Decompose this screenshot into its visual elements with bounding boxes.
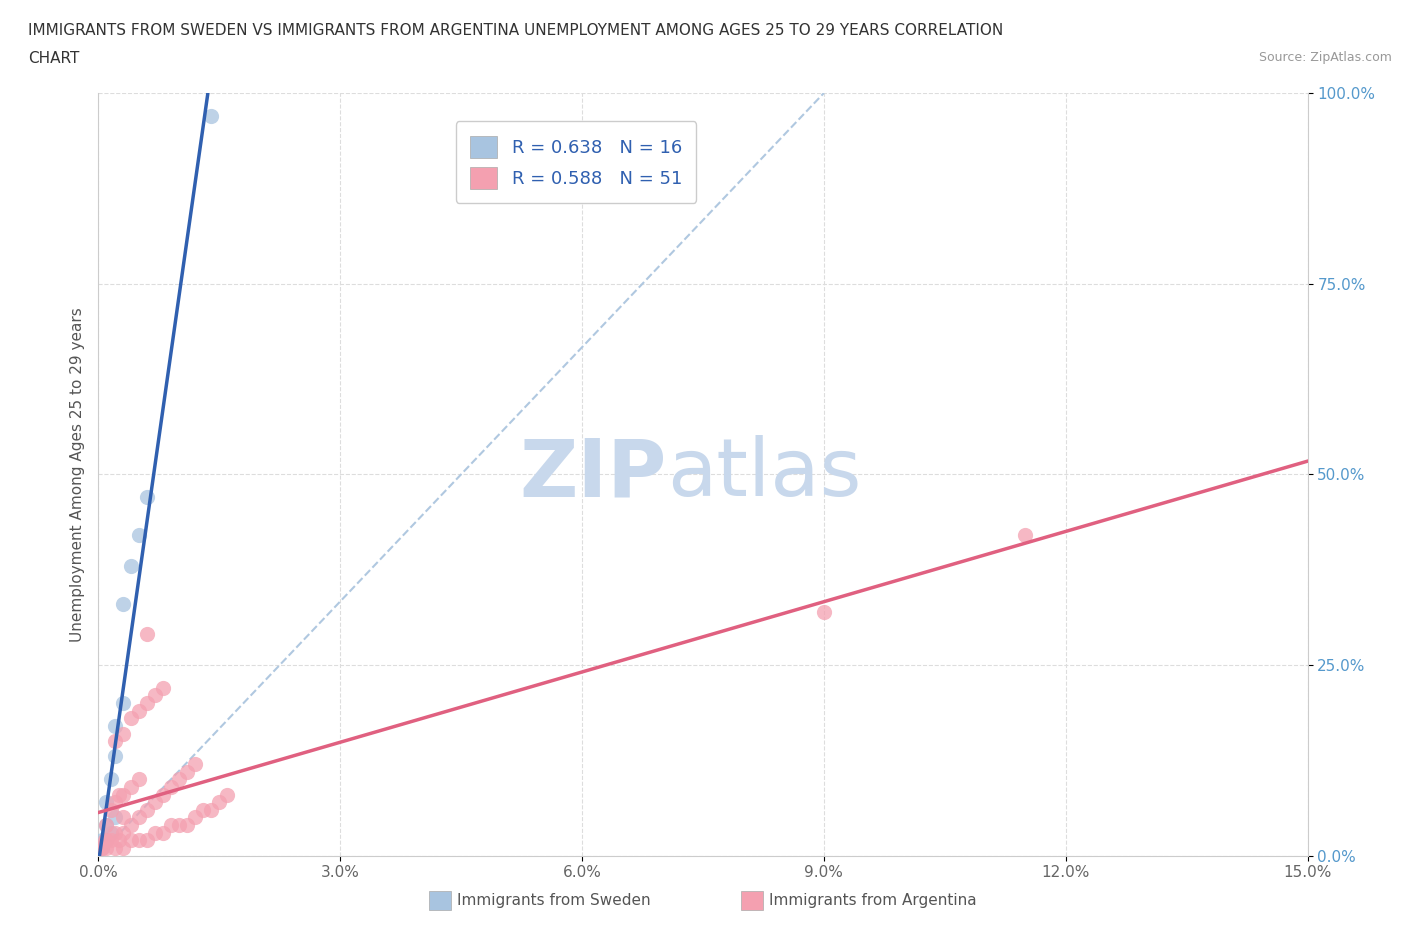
Point (111, 596, 134, 611)
Point (90, 841, 112, 856)
Point (103, 719, 125, 734)
Point (135, 490, 157, 505)
Point (813, 604, 835, 619)
Point (167, 817, 190, 832)
Legend: R = 0.638   N = 16, R = 0.588   N = 51: R = 0.638 N = 16, R = 0.588 N = 51 (456, 121, 696, 203)
Point (1014, 528, 1036, 543)
Point (176, 764, 198, 779)
Point (107, 833, 129, 848)
Point (128, 772, 150, 787)
Point (107, 787, 129, 802)
Point (103, 749, 125, 764)
Point (184, 757, 207, 772)
Text: Immigrants from Sweden: Immigrants from Sweden (457, 893, 651, 908)
Text: ZIP: ZIP (519, 435, 666, 513)
Point (128, 528, 150, 543)
Point (96, 795, 118, 810)
Point (217, 787, 239, 802)
Point (111, 841, 134, 856)
Point (103, 841, 125, 856)
Point (160, 817, 183, 832)
Point (143, 795, 166, 810)
Point (100, 833, 122, 848)
Point (128, 833, 150, 848)
Point (91, 841, 114, 856)
Point (160, 779, 183, 794)
Point (96, 817, 118, 832)
Point (91, 833, 114, 848)
Text: Immigrants from Argentina: Immigrants from Argentina (769, 893, 977, 908)
Point (111, 825, 134, 840)
Point (96, 833, 118, 848)
Point (94, 833, 117, 848)
Point (128, 810, 150, 825)
Point (111, 726, 134, 741)
Point (103, 734, 125, 749)
Point (152, 825, 174, 840)
Text: Source: ZipAtlas.com: Source: ZipAtlas.com (1258, 51, 1392, 64)
Point (120, 779, 142, 794)
Point (167, 772, 190, 787)
Point (135, 627, 157, 642)
Point (100, 825, 122, 840)
Point (200, 803, 222, 817)
Point (135, 696, 157, 711)
Point (91, 841, 114, 856)
Point (103, 810, 125, 825)
Y-axis label: Unemployment Among Ages 25 to 29 years: Unemployment Among Ages 25 to 29 years (69, 307, 84, 642)
Point (111, 696, 134, 711)
Point (152, 681, 174, 696)
Point (184, 810, 207, 825)
Point (111, 787, 134, 802)
Point (100, 772, 122, 787)
Point (111, 810, 134, 825)
Point (120, 558, 142, 573)
Point (135, 833, 157, 848)
Point (100, 803, 122, 817)
Text: IMMIGRANTS FROM SWEDEN VS IMMIGRANTS FROM ARGENTINA UNEMPLOYMENT AMONG AGES 25 T: IMMIGRANTS FROM SWEDEN VS IMMIGRANTS FRO… (28, 23, 1004, 38)
Point (96, 817, 118, 832)
Point (143, 825, 166, 840)
Text: atlas: atlas (666, 435, 860, 513)
Point (135, 803, 157, 817)
Point (96, 833, 118, 848)
Point (152, 787, 174, 802)
Point (193, 803, 215, 817)
Point (120, 817, 142, 832)
Point (103, 795, 125, 810)
Point (103, 825, 125, 840)
Point (128, 703, 150, 718)
Point (120, 711, 142, 725)
Point (176, 817, 198, 832)
Point (208, 795, 231, 810)
Point (200, 109, 222, 124)
Point (120, 833, 142, 848)
Point (143, 688, 166, 703)
Point (96, 841, 118, 856)
Text: CHART: CHART (28, 51, 80, 66)
